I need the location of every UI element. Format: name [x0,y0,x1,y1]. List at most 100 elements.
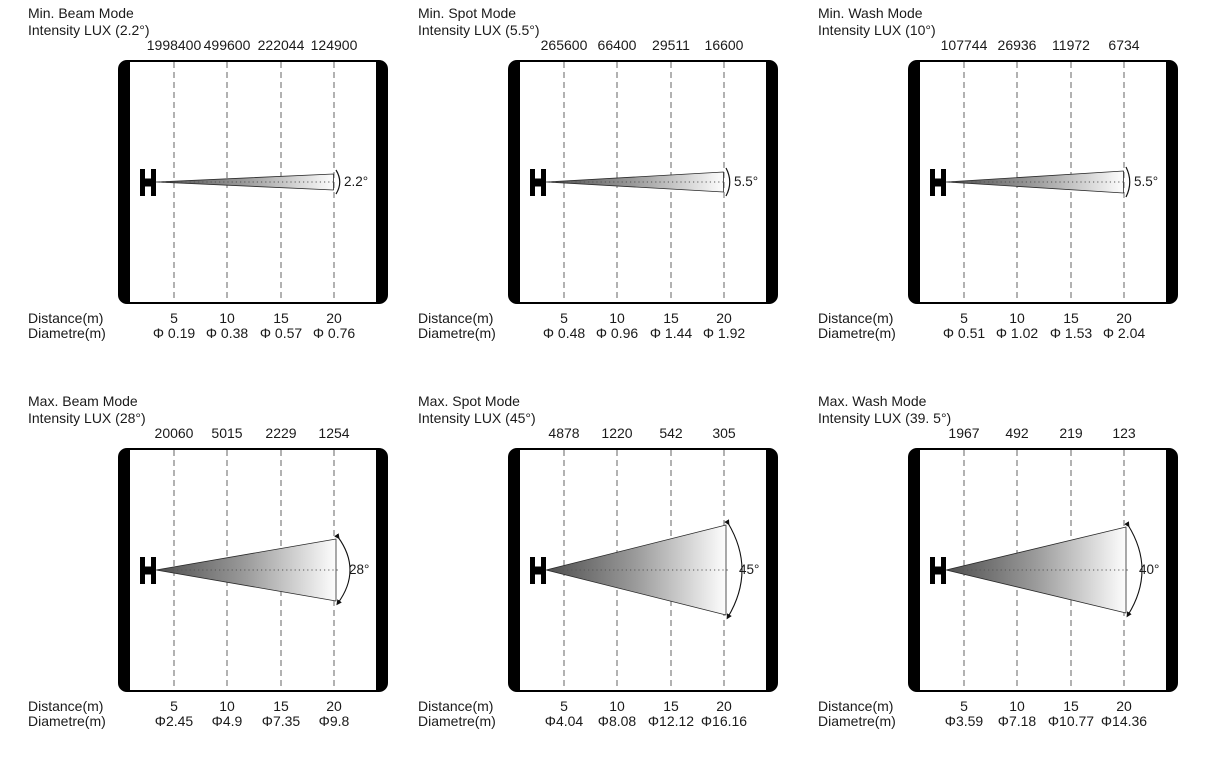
lux-value: 1220 [601,425,633,441]
diametre-row-label: Diametre(m) [28,713,106,729]
lux-value: 16600 [704,37,744,53]
diagram-frame [908,448,1178,692]
diameter-value: Φ 1.92 [702,325,746,341]
distance-row-label: Distance(m) [28,310,104,326]
panel-header: Max. Spot Mode Intensity LUX (45°) [418,393,536,427]
intensity-subtitle: Intensity LUX (39. 5°) [818,410,952,426]
distance-row-label: Distance(m) [418,698,494,714]
lux-value: 26936 [997,37,1037,53]
fixture-icon [930,169,946,196]
lux-value: 6734 [1108,37,1140,53]
distance-value: 10 [609,310,625,326]
distance-value: 20 [716,698,732,714]
diametre-row-label: Diametre(m) [818,325,896,341]
diametre-row-label: Diametre(m) [28,325,106,341]
panel-min-spot-mode: Min. Spot Mode Intensity LUX (5.5°) 2656… [390,0,790,372]
diameter-value: Φ 2.04 [1102,325,1146,341]
panel-header: Min. Wash Mode Intensity LUX (10°) [818,5,936,39]
lux-value: 1254 [318,425,350,441]
lux-value: 499600 [203,37,251,53]
beam-diagram [140,62,341,302]
lux-value: 542 [659,425,683,441]
beam-angle-label: 2.2° [344,174,369,189]
lux-value: 305 [712,425,736,441]
lux-value: 1967 [948,425,980,441]
lux-value: 29511 [652,37,690,53]
panel-max-spot-mode: Max. Spot Mode Intensity LUX (45°) 4878 … [390,388,790,760]
distance-value: 10 [219,310,235,326]
lux-value: 11972 [1052,37,1090,53]
diameter-value: Φ 0.76 [312,325,356,341]
lux-value: 5015 [211,425,243,441]
angle-arc [724,519,743,620]
diametre-row-label: Diametre(m) [818,713,896,729]
diameter-value: Φ3.59 [944,713,984,729]
beam-diagram [530,62,731,302]
beam-cone [945,526,1127,614]
fixture-icon [140,169,156,196]
beam-angle-label: 5.5° [734,174,759,189]
distance-value: 20 [326,310,342,326]
beam-diagram [930,450,1143,690]
lux-value: 107744 [940,37,988,53]
panel-max-wash-mode: Max. Wash Mode Intensity LUX (39. 5°) 19… [790,388,1190,760]
diameter-value: Φ 0.48 [542,325,586,341]
diameter-value: Φ 1.02 [995,325,1039,341]
distance-value: 5 [960,698,968,714]
panel-min-wash-mode: Min. Wash Mode Intensity LUX (10°) 10774… [790,0,1190,372]
lux-value: 265600 [540,37,588,53]
diameter-value: Φ4.04 [544,713,584,729]
intensity-subtitle: Intensity LUX (45°) [418,410,536,426]
diameter-value: Φ 0.38 [205,325,249,341]
distance-value: 20 [1116,310,1132,326]
diagram-frame [908,60,1178,304]
lux-value: 66400 [597,37,637,53]
diameter-value: Φ4.9 [211,713,243,729]
beam-angle-label: 28° [349,562,370,577]
mode-title: Max. Spot Mode [418,393,520,409]
mode-title: Max. Beam Mode [28,393,138,409]
diameter-value: Φ9.8 [318,713,350,729]
lux-value: 124900 [310,37,358,53]
angle-arc [725,167,731,197]
distance-row-label: Distance(m) [28,698,104,714]
diametre-row-label: Diametre(m) [418,713,496,729]
distance-value: 20 [716,310,732,326]
beam-cone [155,538,337,602]
angle-arc [1125,166,1131,198]
intensity-subtitle: Intensity LUX (5.5°) [418,22,540,38]
diagram-frame [118,448,388,692]
angle-arc [334,533,351,606]
distance-value: 10 [1009,698,1025,714]
distance-value: 5 [170,698,178,714]
panel-max-beam-mode: Max. Beam Mode Intensity LUX (28°) 20060… [0,388,400,760]
mode-title: Min. Beam Mode [28,5,134,21]
beam-angle-label: 40° [1139,562,1160,577]
diameter-value: Φ 0.96 [595,325,639,341]
distance-row-label: Distance(m) [418,310,494,326]
distance-value: 20 [1116,698,1132,714]
diameter-value: Φ10.77 [1047,713,1095,729]
distance-value: 5 [560,698,568,714]
panel-min-beam-mode: Min. Beam Mode Intensity LUX (2.2°) 1998… [0,0,400,372]
lux-value: 123 [1112,425,1136,441]
distance-value: 5 [560,310,568,326]
fixture-icon [140,557,156,584]
distance-value: 15 [1063,698,1079,714]
lux-value: 219 [1059,425,1083,441]
diametre-row-label: Diametre(m) [418,325,496,341]
panel-header: Min. Spot Mode Intensity LUX (5.5°) [418,5,540,39]
beam-diagram [140,450,351,690]
angle-arc [1124,521,1143,618]
panel-header: Max. Wash Mode Intensity LUX (39. 5°) [818,393,951,427]
distance-value: 10 [219,698,235,714]
fixture-icon [530,557,546,584]
beam-angle-label: 45° [739,562,760,577]
intensity-subtitle: Intensity LUX (2.2°) [28,22,150,38]
beam-cone [545,524,727,616]
fixture-icon [530,169,546,196]
diameter-value: Φ 1.53 [1049,325,1093,341]
beam-diagram [530,450,743,690]
distance-value: 15 [1063,310,1079,326]
